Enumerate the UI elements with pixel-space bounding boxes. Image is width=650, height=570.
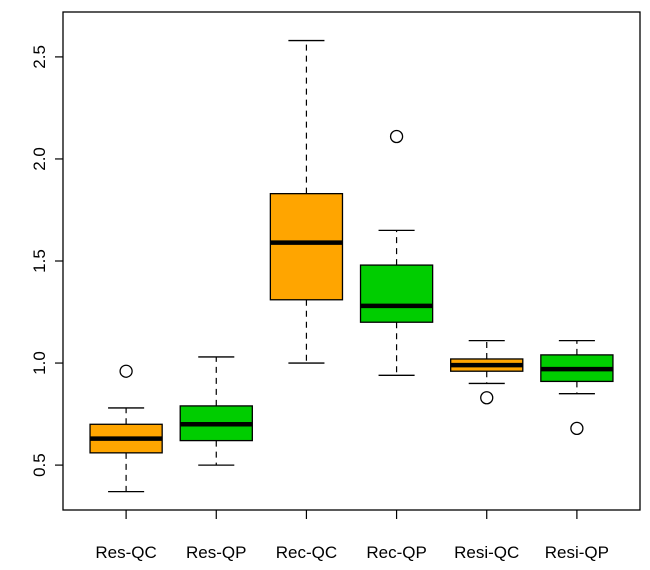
x-tick-label: Rec-QC <box>276 543 337 562</box>
y-tick-label: 0.5 <box>30 453 49 477</box>
box-res-qc <box>89 364 163 493</box>
box-rec-qp <box>359 129 434 376</box>
outlier-point <box>480 391 494 405</box>
x-tick-label: Resi-QP <box>545 543 609 562</box>
box-rec-qc <box>269 39 344 364</box>
x-tick-label: Res-QP <box>186 543 246 562</box>
y-tick-label: 1.5 <box>30 249 49 273</box>
box-res-qp <box>179 356 253 466</box>
outlier-point <box>119 364 133 378</box>
box-resi-qp <box>540 339 614 436</box>
x-tick-label: Resi-QC <box>454 543 519 562</box>
x-tick-label: Res-QC <box>95 543 156 562</box>
y-tick-label: 1.0 <box>30 351 49 375</box>
box-resi-qc <box>450 339 524 405</box>
box-series <box>89 39 614 493</box>
x-axis: Res-QC Res-QP Rec-QC Rec-QP Resi-QC Resi-QP <box>95 510 609 562</box>
x-tick-label: Rec-QP <box>366 543 426 562</box>
box-body <box>359 264 434 323</box>
y-tick-label: 2.5 <box>30 45 49 69</box>
outlier-point <box>389 129 404 144</box>
outlier-point <box>570 421 584 436</box>
y-axis: 0.5 1.0 1.5 2.0 2.5 <box>30 45 63 477</box>
box-body <box>269 192 344 301</box>
y-tick-label: 2.0 <box>30 147 49 171</box>
